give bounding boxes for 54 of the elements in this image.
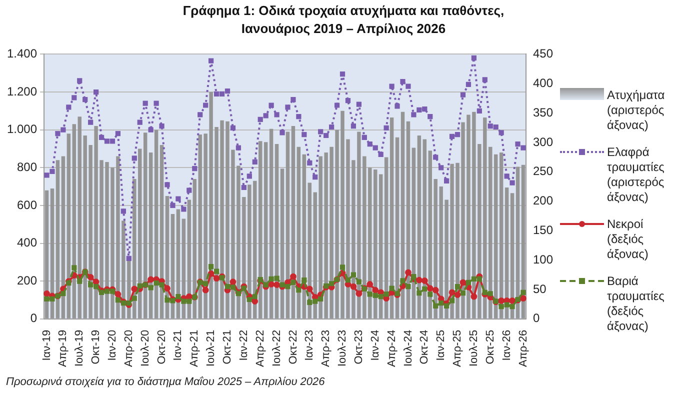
y-tick-label: 0	[30, 311, 38, 326]
x-tick-label: Οκτ-19	[90, 330, 102, 364]
x-tick-label: Οκτ-23	[352, 330, 365, 364]
x-tick-label: Ιουλ-23	[336, 330, 349, 367]
x-tick-label: Οκτ-22	[287, 330, 300, 364]
legend-label: Ατυχήματα (αριστερός άξονας)	[607, 88, 666, 133]
legend-label: Νεκροί (δεξιός άξονας)	[607, 217, 650, 262]
y2-tick-label: 300	[532, 134, 554, 149]
y2-tick-label: 350	[532, 105, 554, 120]
x-tick-label: Ιαν-25	[435, 330, 448, 361]
y-tick-label: 400	[17, 236, 38, 250]
x-tick-label: Ιουλ-22	[270, 330, 283, 367]
y2-tick-label: 250	[532, 164, 554, 178]
y2-tick-label: 450	[532, 46, 554, 61]
x-tick-label: Ιαν-19	[40, 330, 53, 361]
x-tick-label: Ιουλ-25	[468, 330, 480, 367]
y2-tick-label: 0	[532, 311, 540, 326]
legend-label: Βαριά τραυματίες (δεξιός άξονας)	[607, 274, 666, 334]
x-tick-label: Ιουλ-24	[402, 330, 414, 367]
x-tick-label: Οκτ-20	[156, 330, 168, 364]
x-tick-label: Απρ-19	[57, 330, 70, 368]
x-tick-label: Απρ-26	[517, 330, 530, 368]
x-tick-label: Ιαν-20	[106, 330, 119, 361]
y2-tick-label: 150	[532, 222, 554, 237]
x-tick-label: Απρ-20	[122, 330, 135, 368]
x-tick-label: Ιαν-23	[304, 330, 316, 361]
x-tick-label: Ιαν-21	[172, 330, 184, 361]
legend-label: Ελαφρά τραυματίες (αριστερός άξονας)	[607, 145, 666, 205]
x-tick-label: Ιαν-24	[369, 330, 382, 361]
x-tick-label: Ιουλ-19	[74, 330, 86, 367]
x-tick-label: Απρ-21	[188, 330, 201, 368]
y-tick-label: 1.200	[7, 84, 38, 98]
y-tick-label: 1.400	[7, 46, 38, 61]
y-tick-label: 200	[17, 273, 38, 288]
x-tick-label: Ιουλ-20	[139, 330, 152, 367]
x-tick-label: Οκτ-24	[418, 330, 431, 364]
y2-tick-label: 400	[532, 76, 554, 90]
y2-tick-label: 50	[532, 282, 547, 296]
chart-title: Γράφημα 1: Οδικά τροχαία ατυχήματα και παθόντες, Ιανουάριος 2019 – Απρίλιος 2026	[182, 2, 506, 38]
x-tick-label: Ιαν-26	[500, 330, 513, 361]
y-tick-label: 600	[17, 198, 38, 212]
x-tick-label: Απρ-23	[320, 330, 332, 368]
y-tick-label: 800	[17, 160, 38, 174]
x-tick-label: Ιουλ-21	[205, 330, 218, 367]
x-tick-label: Απρ-22	[254, 330, 266, 368]
text: Προσωρινά στοιχεία για το διάστημα Μαΐου 2025 – Απριλίου 2026	[6, 376, 325, 388]
y2-tick-label: 200	[532, 194, 554, 208]
x-tick-label: Απρ-25	[452, 330, 464, 368]
x-tick-label: Οκτ-25	[484, 330, 496, 364]
x-tick-label: Ιαν-22	[238, 330, 250, 361]
y2-tick-label: 100	[532, 252, 554, 266]
x-tick-label: Απρ-24	[386, 330, 398, 368]
y-tick-label: 1.000	[7, 122, 38, 136]
x-tick-label: Οκτ-21	[222, 330, 234, 364]
